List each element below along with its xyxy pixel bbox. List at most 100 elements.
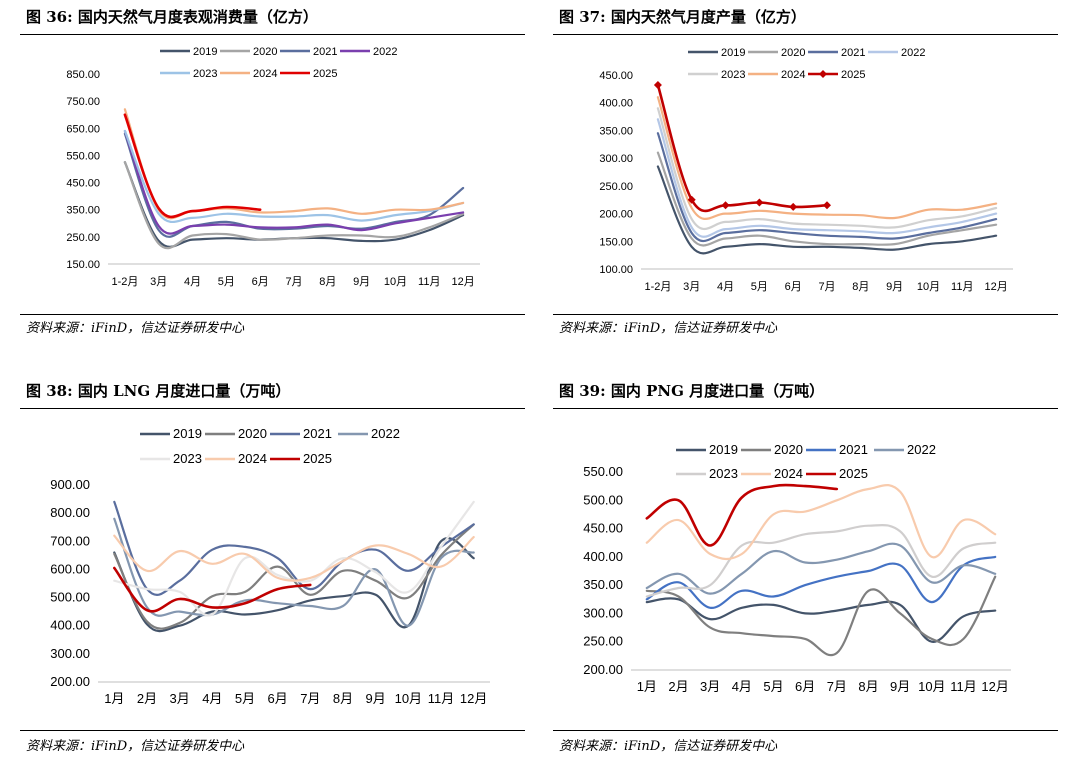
title-rule	[20, 34, 525, 35]
legend-label-2022: 2022	[907, 442, 936, 457]
chart-title: 图 37: 国内天然气月度产量（亿方）	[559, 8, 806, 26]
x-tick-label: 7月	[818, 281, 835, 293]
x-tick-label: 11月	[428, 691, 455, 706]
series-line-2025	[123, 113, 262, 219]
legend-label-2023: 2023	[709, 466, 738, 481]
x-tick-label: 11月	[950, 679, 977, 694]
source-rule	[20, 314, 525, 315]
x-tick-label: 1月	[637, 679, 657, 694]
legend-label-2024: 2024	[238, 451, 267, 466]
x-tick-label: 3月	[170, 691, 190, 706]
source-rule	[553, 730, 1058, 731]
legend-label-2024: 2024	[774, 466, 803, 481]
legend-label-2024: 2024	[253, 68, 277, 80]
legend-label-2021: 2021	[313, 46, 337, 58]
legend-label-2025: 2025	[839, 466, 868, 481]
x-tick-label: 7月	[300, 691, 320, 706]
x-tick-label: 6月	[795, 679, 815, 694]
chart-panel-37: 图 37: 国内天然气月度产量（亿方） 100.00 150.00 200.00 25…	[553, 6, 1058, 341]
consumption-line-chart: 150.00 250.00 350.00 450.00 550.00 650.00 750.…	[66, 46, 480, 288]
series-line-2021	[113, 500, 475, 596]
x-tick-label: 6月	[268, 691, 288, 706]
legend-label-2025: 2025	[841, 69, 865, 81]
chart-panel-39: 图 39: 国内 PNG 月度进口量（万吨） 200.00 250.00 300.0…	[553, 380, 1058, 760]
source-note: 资料来源：iFinD，信达证券研发中心	[559, 321, 778, 336]
x-tick-label: 12月	[984, 281, 1007, 293]
y-tick-label: 750.00	[66, 96, 100, 108]
y-tick-label: 450.00	[599, 70, 633, 82]
x-tick-label: 5月	[235, 691, 255, 706]
x-tick-label: 1月	[104, 691, 124, 706]
y-tick-label: 250.00	[66, 232, 100, 244]
legend-label-2020: 2020	[774, 442, 803, 457]
y-tick-label: 650.00	[66, 123, 100, 135]
x-tick-label: 11月	[951, 281, 973, 293]
y-tick-label: 100.00	[599, 264, 633, 276]
series-marker-2025	[721, 201, 730, 210]
x-tick-label: 2月	[668, 679, 688, 694]
source-note: 资料来源：iFinD，信达证券研发中心	[559, 739, 778, 754]
x-tick-label: 10月	[917, 281, 940, 293]
chart-title: 图 38: 国内 LNG 月度进口量（万吨）	[26, 382, 291, 400]
source-note: 资料来源：iFinD，信达证券研发中心	[26, 739, 245, 754]
y-tick-label: 550.00	[66, 150, 100, 162]
series-line-2022	[123, 129, 465, 235]
series-line-2023	[645, 523, 997, 598]
x-tick-label: 4月	[732, 679, 752, 694]
series-line-2025	[645, 483, 839, 547]
x-tick-label: 12月	[460, 691, 487, 706]
legend-label-2021: 2021	[303, 426, 332, 441]
legend-label-2021: 2021	[839, 442, 868, 457]
series-line-2019	[645, 597, 997, 643]
chart-title: 图 39: 国内 PNG 月度进口量（万吨）	[559, 382, 825, 400]
series-line-2025	[656, 83, 829, 213]
legend-label-2022: 2022	[371, 426, 400, 441]
series-line-2022	[645, 542, 997, 595]
x-tick-label: 10月	[384, 276, 407, 288]
x-tick-label: 5月	[763, 679, 783, 694]
x-tick-label: 4月	[184, 276, 201, 288]
y-tick-label: 400.00	[599, 98, 633, 110]
chart-panel-36: 图 36: 国内天然气月度表观消费量（亿方） 150.00 250.00 350.0…	[20, 6, 525, 341]
x-tick-label: 11月	[418, 276, 440, 288]
y-tick-label: 300.00	[583, 605, 623, 620]
x-tick-label: 12月	[981, 679, 1008, 694]
series-marker-2025	[823, 201, 831, 210]
series-marker-2025	[789, 202, 798, 211]
x-tick-label: 8月	[333, 691, 353, 706]
legend-label-2023: 2023	[173, 451, 202, 466]
series-marker-2025	[653, 80, 662, 89]
x-tick-label: 6月	[252, 276, 269, 288]
x-tick-label: 3月	[150, 276, 167, 288]
series-marker-2025	[755, 198, 764, 207]
legend-label-2020: 2020	[253, 46, 277, 58]
series-line-2024	[645, 484, 997, 561]
y-tick-label: 350.00	[66, 205, 100, 217]
y-tick-label: 500.00	[583, 492, 623, 507]
series-line-2020	[656, 151, 998, 247]
x-tick-label: 8月	[858, 679, 878, 694]
legend-label-2021: 2021	[841, 47, 865, 59]
x-tick-label: 2月	[137, 691, 157, 706]
legend-label-2019: 2019	[721, 47, 745, 59]
y-tick-label: 850.00	[66, 69, 100, 81]
y-tick-label: 800.00	[50, 505, 90, 520]
series-line-2023	[123, 129, 465, 224]
x-tick-label: 10月	[918, 679, 945, 694]
x-tick-label: 9月	[366, 691, 386, 706]
chart-panel-38: 图 38: 国内 LNG 月度进口量（万吨） 200.00 300.00 400.0…	[20, 380, 525, 760]
x-tick-label: 5月	[218, 276, 235, 288]
legend-label-2019: 2019	[173, 426, 202, 441]
y-tick-label: 350.00	[583, 577, 623, 592]
y-tick-label: 700.00	[50, 533, 90, 548]
y-tick-label: 350.00	[599, 125, 633, 137]
legend-label-2024: 2024	[781, 69, 805, 81]
legend-label-2022: 2022	[901, 47, 925, 59]
source-rule	[20, 730, 525, 731]
legend-label-2020: 2020	[781, 47, 805, 59]
series-line-2024	[113, 534, 475, 582]
series-line-2022	[656, 118, 998, 238]
x-tick-label: 3月	[683, 281, 700, 293]
y-tick-label: 200.00	[583, 662, 623, 677]
series-marker-2025	[687, 195, 696, 204]
